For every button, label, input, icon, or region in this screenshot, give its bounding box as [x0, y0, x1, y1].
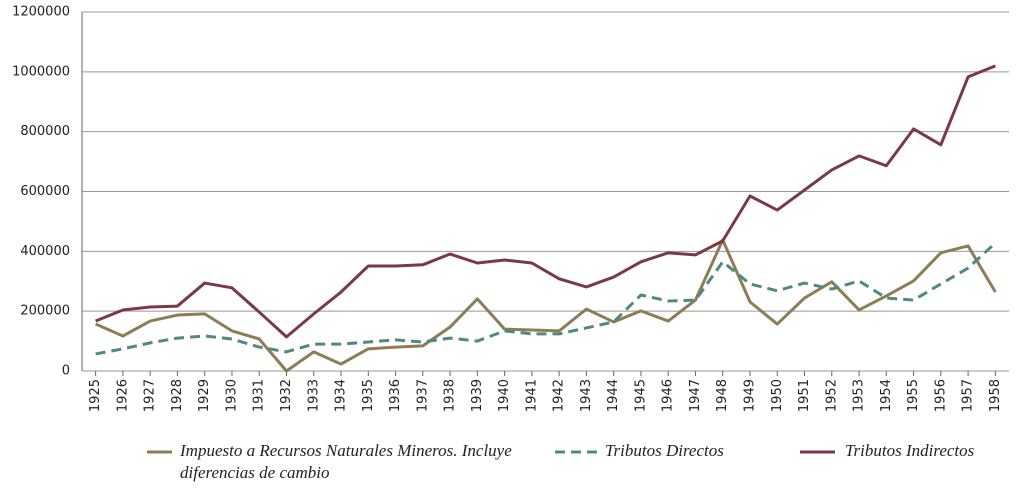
- x-tick-label: 1936: [388, 379, 403, 412]
- x-tick-label: 1952: [824, 379, 839, 412]
- x-tick-label: 1946: [661, 379, 676, 412]
- x-tick-label: 1939: [470, 379, 485, 412]
- x-tick-label: 1951: [797, 379, 812, 412]
- x-tick-label: 1926: [115, 379, 130, 412]
- y-tick-label: 800000: [20, 124, 70, 139]
- x-tick-label: 1949: [742, 379, 757, 412]
- x-tick-label: 1933: [306, 379, 321, 412]
- legend-label: Impuesto a Recursos Naturales Mineros. I…: [180, 441, 512, 482]
- x-tick-label: 1941: [524, 379, 539, 412]
- x-tick-label: 1957: [961, 379, 976, 412]
- x-tick-label: 1934: [334, 379, 349, 412]
- legend-label: Tributos Directos: [605, 441, 724, 460]
- series-line: [95, 64, 996, 339]
- x-tick-label: 1958: [988, 379, 1003, 412]
- x-tick-label: 1950: [770, 379, 785, 412]
- x-tick-label: 1942: [552, 379, 567, 412]
- x-tick-label: 1948: [715, 379, 730, 412]
- x-tick-label: 1928: [170, 379, 185, 412]
- x-tick-label: 1929: [197, 379, 212, 412]
- legend-label: Tributos Indirectos: [845, 441, 975, 460]
- x-tick-label: 1956: [933, 379, 948, 412]
- x-tick-label: 1930: [224, 379, 239, 412]
- x-tick-label: 1937: [415, 379, 430, 412]
- x-tick-label: 1932: [279, 379, 294, 412]
- x-tick-label: 1925: [88, 379, 103, 412]
- series-line: [95, 241, 997, 356]
- x-tick-label: 1953: [852, 379, 867, 412]
- x-tick-label: 1940: [497, 379, 512, 412]
- y-tick-label: 600000: [20, 184, 70, 199]
- y-tick-label: 200000: [20, 304, 70, 319]
- x-tick-label: 1954: [879, 379, 894, 412]
- y-tick-label: 1200000: [12, 5, 70, 20]
- x-tick-label: 1935: [361, 379, 376, 412]
- x-tick-label: 1955: [906, 379, 921, 412]
- y-tick-label: 0: [62, 364, 70, 379]
- x-tick-label: 1947: [688, 379, 703, 412]
- x-tick-label: 1945: [633, 379, 648, 412]
- x-tick-label: 1944: [606, 379, 621, 412]
- x-tick-label: 1938: [443, 379, 458, 412]
- x-tick-label: 1943: [579, 379, 594, 412]
- x-tick-label: 1931: [252, 379, 267, 412]
- y-tick-label: 400000: [20, 244, 70, 259]
- x-tick-label: 1927: [143, 379, 158, 412]
- y-tick-label: 1000000: [12, 64, 70, 79]
- series-line: [95, 238, 997, 373]
